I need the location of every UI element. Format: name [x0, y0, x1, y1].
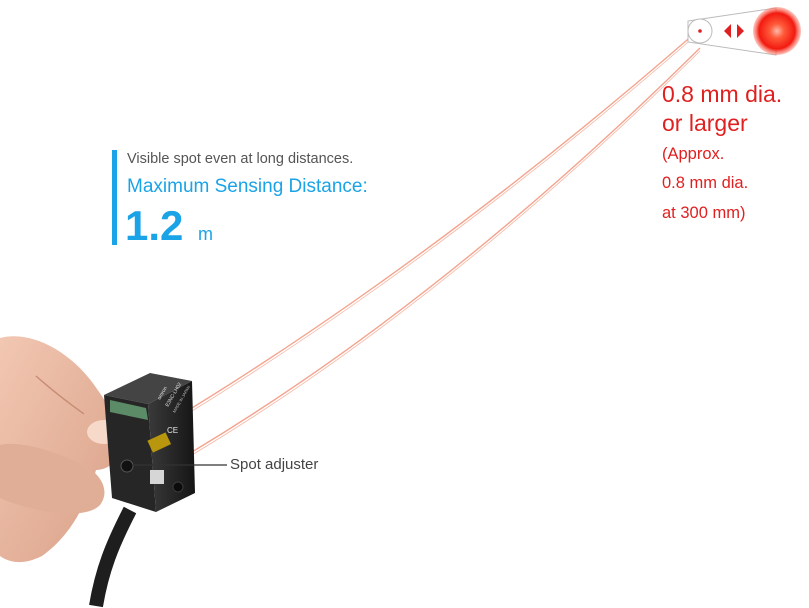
sensing-distance-unit: m	[198, 224, 213, 244]
sensor-cable	[89, 506, 137, 608]
laser-warning-label	[147, 432, 172, 453]
ce-mark-icon: CE	[167, 426, 178, 435]
hand-illustration	[0, 336, 121, 563]
large-spot-dot	[753, 7, 801, 55]
photoelectric-sensor: omron E3NC-LH02 MADE IN JAPAN CE	[104, 373, 195, 512]
headline-accent-bar	[112, 150, 117, 245]
spot-size-note-3: at 300 mm)	[662, 204, 746, 222]
mounting-hole	[172, 481, 184, 493]
spot-size-note-1: (Approx.	[662, 145, 725, 163]
spot-adjuster-dial	[120, 459, 134, 473]
spot-adjuster-callout: Spot adjuster	[230, 456, 319, 473]
sensing-distance-value: 1.2	[125, 202, 184, 249]
spot-size-graphic	[687, 7, 801, 56]
spot-size-line-2: or larger	[662, 110, 748, 136]
arrow-right-icon	[737, 24, 744, 38]
laser-beams	[191, 33, 701, 456]
arrow-left-icon	[724, 24, 731, 38]
spot-size-note-2: 0.8 mm dia.	[662, 174, 749, 192]
spot-size-line-1: 0.8 mm dia.	[662, 81, 783, 107]
headline-label: Maximum Sensing Distance:	[127, 176, 368, 197]
spot-adjuster-label-icon	[150, 470, 164, 484]
headline-subtitle: Visible spot even at long distances.	[127, 151, 354, 167]
small-spot-dot	[698, 29, 702, 33]
